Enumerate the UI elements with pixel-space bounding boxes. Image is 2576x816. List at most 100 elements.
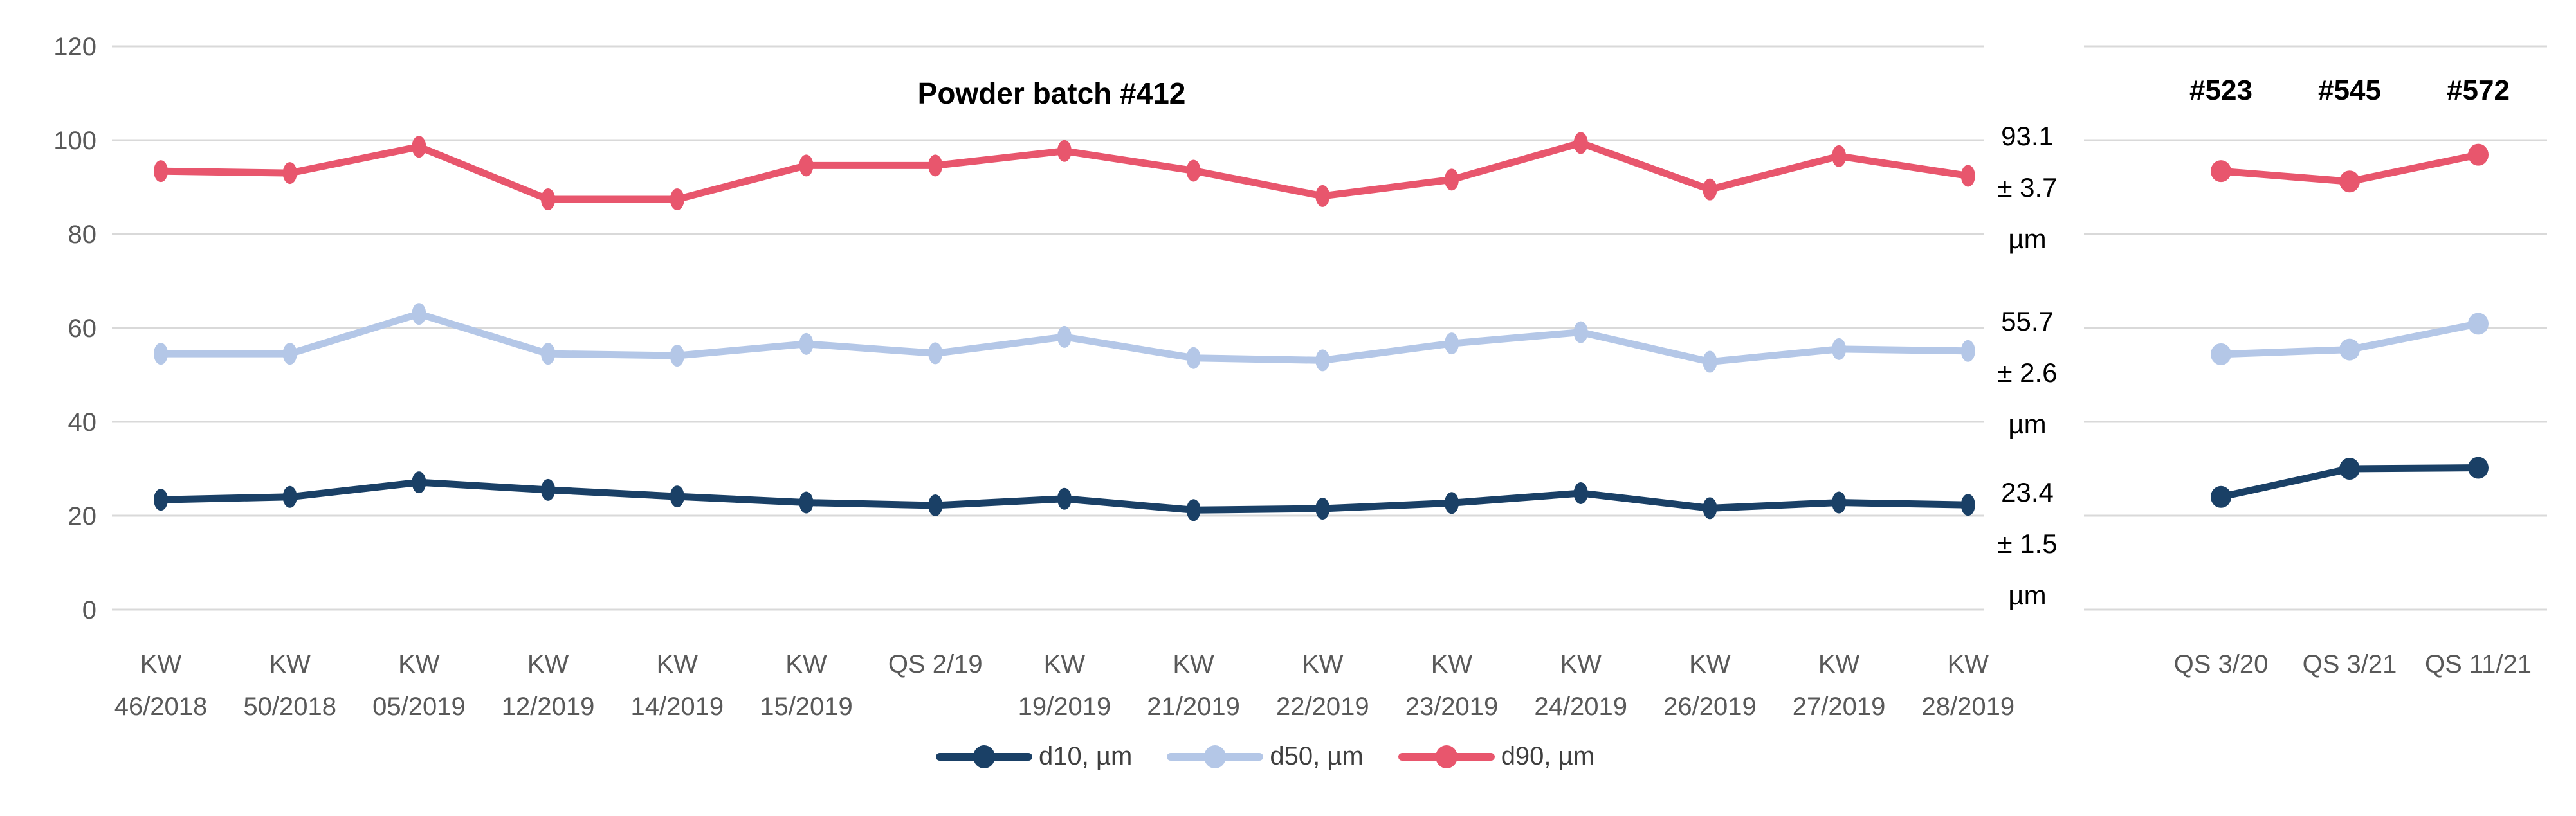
d10-data-point-main-5 bbox=[799, 491, 814, 514]
y-axis-tick-20: 20 bbox=[68, 502, 97, 530]
d50-marker-icon bbox=[1204, 745, 1227, 768]
x-axis-label-5-line2: 15/2019 bbox=[760, 693, 853, 721]
d10-data-point-main-8 bbox=[1186, 499, 1201, 521]
d10-data-point-qs-2 bbox=[2468, 457, 2489, 479]
x-axis-label-7-line1: KW bbox=[1044, 650, 1086, 678]
d10-data-point-main-3 bbox=[541, 478, 556, 501]
annotation-d50-tolerance: ± 2.6 bbox=[1997, 358, 2058, 388]
d50-data-point-main-8 bbox=[1186, 347, 1201, 369]
annotation-d50-value: 55.7 bbox=[2001, 306, 2054, 336]
annotation-d50-unit: µm bbox=[2008, 409, 2047, 439]
annotation-d10-value: 23.4 bbox=[2001, 477, 2054, 507]
d50-data-point-main-12 bbox=[1703, 350, 1717, 373]
x-axis-label-7-line2: 19/2019 bbox=[1018, 693, 1111, 721]
d50-data-point-main-6 bbox=[928, 342, 943, 365]
d90-data-point-main-12 bbox=[1703, 178, 1717, 201]
annotation-d10-unit: µm bbox=[2008, 580, 2047, 610]
x-axis-label-2-line2: 05/2019 bbox=[372, 693, 466, 721]
y-axis-tick-60: 60 bbox=[68, 314, 97, 343]
d50-data-point-qs-2 bbox=[2468, 313, 2489, 335]
x-axis-label-6: QS 2/19 bbox=[888, 650, 983, 678]
d50-line-swatch bbox=[1167, 745, 1264, 768]
legend-item-d50: d50, µm bbox=[1167, 742, 1364, 771]
annotation-d90-value: 93.1 bbox=[2001, 121, 2054, 151]
d90-data-point-main-2 bbox=[412, 136, 426, 158]
d50-data-point-main-4 bbox=[670, 345, 684, 367]
d10-data-point-main-14 bbox=[1960, 494, 1975, 516]
x-axis-label-3-line2: 12/2019 bbox=[502, 693, 595, 721]
y-axis-tick-100: 100 bbox=[53, 127, 96, 155]
x-axis-label-1-line1: KW bbox=[269, 650, 311, 678]
d50-data-point-qs-0 bbox=[2211, 343, 2231, 365]
d90-data-point-main-13 bbox=[1832, 145, 1847, 167]
x-axis-label-0-line1: KW bbox=[140, 650, 182, 678]
d90-data-point-main-8 bbox=[1186, 159, 1201, 182]
d90-data-point-main-1 bbox=[282, 162, 297, 185]
d90-data-point-main-6 bbox=[928, 154, 943, 177]
d90-data-point-main-3 bbox=[541, 188, 556, 210]
chart-legend: d10, µm d50, µm d90, µm bbox=[936, 742, 1594, 771]
d50-data-point-main-2 bbox=[412, 303, 426, 325]
batch-header-545: #545 bbox=[2318, 75, 2381, 106]
x-axis-label-13-line1: KW bbox=[1818, 650, 1860, 678]
x-axis-label-10-line1: KW bbox=[1431, 650, 1473, 678]
d10-data-point-qs-0 bbox=[2211, 485, 2231, 508]
x-axis-label-14-line2: 28/2019 bbox=[1922, 693, 2015, 721]
d90-data-point-qs-2 bbox=[2468, 143, 2489, 166]
x-axis-label-qs-2: QS 11/21 bbox=[2425, 650, 2532, 678]
d90-data-point-qs-0 bbox=[2211, 160, 2231, 183]
d90-data-point-qs-1 bbox=[2339, 170, 2360, 193]
d50-data-point-main-9 bbox=[1315, 349, 1330, 372]
batch-header-572: #572 bbox=[2447, 75, 2510, 106]
d10-data-point-main-13 bbox=[1832, 491, 1847, 514]
d90-data-point-main-14 bbox=[1960, 165, 1975, 187]
annotation-d10-mean: 23.4 ± 1.5 µm bbox=[1937, 467, 2117, 621]
y-axis-tick-0: 0 bbox=[82, 596, 96, 624]
d10-data-point-main-2 bbox=[412, 471, 426, 494]
x-axis-label-13-line2: 27/2019 bbox=[1793, 693, 1886, 721]
x-axis-label-8-line1: KW bbox=[1173, 650, 1214, 678]
legend-item-d10: d10, µm bbox=[936, 742, 1132, 771]
legend-item-d90: d90, µm bbox=[1398, 742, 1594, 771]
d10-data-point-main-1 bbox=[282, 485, 297, 508]
x-axis-label-9-line1: KW bbox=[1302, 650, 1344, 678]
y-axis-tick-120: 120 bbox=[53, 33, 96, 61]
x-axis-label-8-line2: 21/2019 bbox=[1147, 693, 1240, 721]
d90-data-point-main-5 bbox=[799, 154, 814, 177]
d90-line-swatch bbox=[1398, 745, 1495, 768]
batch-header-523: #523 bbox=[2189, 75, 2252, 106]
x-axis-label-0-line2: 46/2018 bbox=[114, 693, 208, 721]
legend-label-d10: d10, µm bbox=[1039, 742, 1133, 770]
annotation-d50-mean: 55.7 ± 2.6 µm bbox=[1937, 296, 2117, 450]
d10-line-swatch bbox=[936, 745, 1032, 768]
d10-marker-icon bbox=[973, 745, 995, 768]
x-axis-label-11-line2: 24/2019 bbox=[1534, 693, 1627, 721]
x-axis-label-4-line2: 14/2019 bbox=[631, 693, 724, 721]
legend-label-d50: d50, µm bbox=[1270, 742, 1364, 770]
x-axis-label-12-line1: KW bbox=[1689, 650, 1731, 678]
d10-data-point-main-9 bbox=[1315, 498, 1330, 520]
d50-data-point-main-1 bbox=[282, 343, 297, 365]
y-axis-tick-40: 40 bbox=[68, 408, 97, 437]
d90-data-point-main-10 bbox=[1445, 168, 1459, 191]
d10-data-point-main-6 bbox=[928, 494, 943, 516]
d50-data-point-main-3 bbox=[541, 343, 556, 365]
d90-data-point-main-7 bbox=[1057, 140, 1072, 162]
d90-data-point-main-0 bbox=[154, 160, 168, 183]
d90-data-point-main-11 bbox=[1573, 132, 1588, 154]
legend-label-d90: d90, µm bbox=[1501, 742, 1595, 770]
d90-data-point-main-4 bbox=[670, 188, 684, 210]
x-axis-label-4-line1: KW bbox=[657, 650, 699, 678]
d10-data-point-main-10 bbox=[1445, 492, 1459, 514]
d50-data-point-main-14 bbox=[1960, 340, 1975, 362]
d50-data-point-main-11 bbox=[1573, 321, 1588, 343]
d10-data-point-main-12 bbox=[1703, 497, 1717, 520]
d10-data-point-main-0 bbox=[154, 489, 168, 511]
x-axis-label-14-line1: KW bbox=[1948, 650, 1989, 678]
d50-data-point-qs-1 bbox=[2339, 338, 2360, 361]
d10-data-point-main-11 bbox=[1573, 482, 1588, 504]
d50-data-point-main-13 bbox=[1832, 338, 1847, 360]
d50-data-point-main-7 bbox=[1057, 325, 1072, 348]
